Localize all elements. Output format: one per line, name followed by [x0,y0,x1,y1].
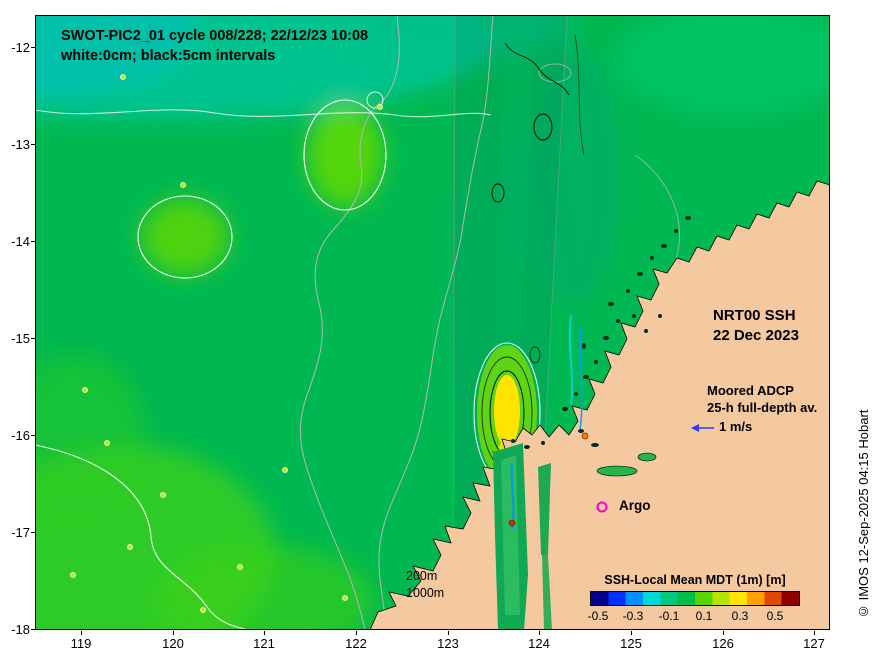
colorbar-tick-label: 0.1 [695,609,713,623]
x-axis-tick [631,631,632,635]
map-graphic [35,15,830,630]
depth-1000-label: 1000m [406,586,445,600]
mooring-marker-icon [581,432,589,440]
y-axis-label: -16 [11,428,30,443]
argo-marker-icon [596,501,608,513]
y-axis-label: -15 [11,331,30,346]
y-axis-tick [31,532,35,533]
map-area: SWOT-PIC2_01 cycle 008/228; 22/12/23 10:… [35,15,830,630]
y-axis-label: -17 [11,525,30,540]
x-axis-tick [356,631,357,635]
x-axis-tick [539,631,540,635]
y-axis-label: -13 [11,137,30,152]
x-axis-tick [723,631,724,635]
x-axis-label: 119 [70,636,92,651]
y-axis-tick [31,338,35,339]
argo-label: Argo [619,498,651,513]
product-name: NRT00 SSH [713,307,796,324]
coastal-inlets [493,443,552,630]
y-axis-tick [31,144,35,145]
adcp-label: Moored ADCP 25-h full-depth av. [707,382,817,416]
y-axis-label: -14 [11,234,30,249]
map-title: SWOT-PIC2_01 cycle 008/228; 22/12/23 10:… [61,26,368,66]
colorbar-tick-label: 0.5 [766,609,784,623]
y-axis-label: -12 [11,40,30,55]
y-axis-tick [31,435,35,436]
x-axis-label: 120 [162,636,184,651]
x-axis-tick [173,631,174,635]
y-axis-label: -18 [11,622,30,637]
x-axis-label: 121 [253,636,275,651]
eddy-dots [70,74,383,613]
adcp-line-1: Moored ADCP [707,383,794,398]
colorbar-gradient [590,591,800,606]
title-line-1: SWOT-PIC2_01 cycle 008/228; 22/12/23 10:… [61,28,369,44]
depth-contour-labels: 200m 1000m [406,568,444,602]
colorbar-title: SSH-Local Mean MDT (1m) [m] [604,573,786,587]
colorbar-tick-label: -0.5 [587,609,609,623]
x-axis-label: 127 [803,636,825,651]
land-mass [369,180,830,630]
black-contours [481,34,585,470]
depth-200-label: 200m [406,569,438,583]
x-axis-label: 126 [712,636,734,651]
x-axis-label: 122 [345,636,367,651]
adcp-arrow-icon [691,424,714,432]
product-label: NRT00 SSH 22 Dec 2023 [713,306,799,346]
x-axis-label: 125 [620,636,642,651]
x-axis-tick [448,631,449,635]
colorbar-tick-label: 0.3 [731,609,749,623]
x-axis-tick [81,631,82,635]
y-axis-tick [31,629,35,630]
product-date: 22 Dec 2023 [713,327,799,344]
islands [511,216,691,477]
adcp-scale-label: 1 m/s [719,419,753,434]
coastal-streaks [568,314,583,431]
map-frame [35,15,830,630]
x-axis-label: 123 [437,636,459,651]
copyright-text: © IMOS 12-Sep-2025 04:15 Hobart [856,409,871,619]
colorbar-tick-label: -0.1 [658,609,680,623]
x-axis-tick [264,631,265,635]
colorbar-tick-label: -0.3 [622,609,644,623]
x-axis-tick [814,631,815,635]
x-axis-label: 124 [528,636,550,651]
red-marker-icon [508,519,516,527]
adcp-line-2: 25-h full-depth av. [707,400,818,415]
y-axis-tick [31,47,35,48]
y-axis-tick [31,241,35,242]
title-line-2: white:0cm; black:5cm intervals [61,48,276,64]
